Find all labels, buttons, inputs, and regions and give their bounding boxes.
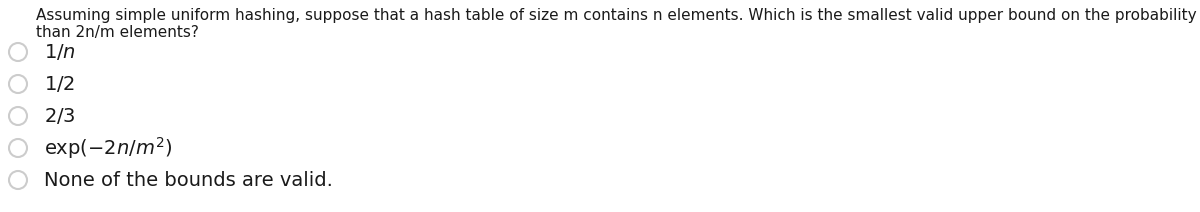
Text: None of the bounds are valid.: None of the bounds are valid. — [44, 170, 332, 190]
Text: $1/n$: $1/n$ — [44, 42, 76, 62]
Text: Assuming simple uniform hashing, suppose that a hash table of size m contains n : Assuming simple uniform hashing, suppose… — [36, 8, 1200, 40]
Text: $2/3$: $2/3$ — [44, 106, 76, 126]
Text: $1/2$: $1/2$ — [44, 74, 74, 94]
Text: $\mathrm{exp}(-2n/m^2)$: $\mathrm{exp}(-2n/m^2)$ — [44, 135, 173, 161]
